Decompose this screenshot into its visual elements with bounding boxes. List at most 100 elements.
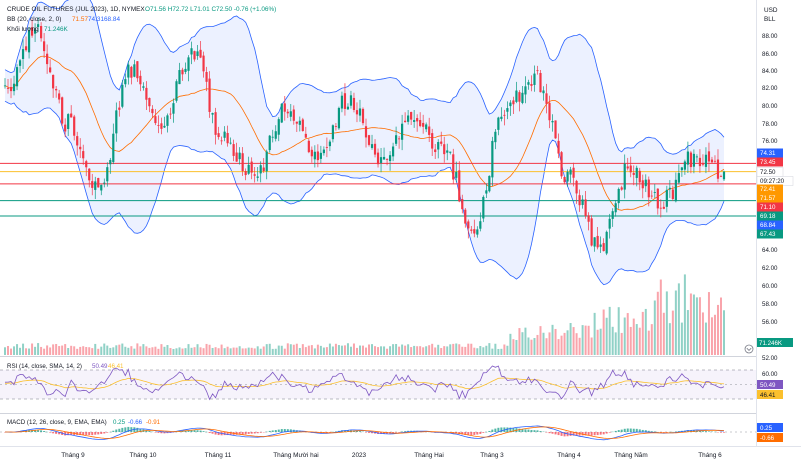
volume-bar: [223, 348, 226, 355]
volume-bar: [374, 346, 377, 355]
price-badge-bg: [757, 184, 783, 194]
macd-hist-bar: [371, 432, 374, 434]
currency-label: USD: [764, 7, 778, 14]
candle-body: [554, 120, 557, 139]
candle-body: [608, 218, 611, 229]
volume-bar: [343, 345, 346, 355]
volume-bar: [106, 345, 109, 355]
candle-body: [205, 71, 208, 82]
candle-body: [85, 161, 88, 168]
macd-hist-bar: [650, 431, 653, 432]
volume-bar: [575, 333, 578, 355]
candle-body: [536, 70, 539, 72]
volume-bar: [316, 344, 319, 355]
volume-bar: [25, 348, 28, 355]
volume-bar: [500, 348, 503, 355]
symbol-title: CRUDE OIL FUTURES (JUL 2023), 1D, NYMEX: [7, 6, 145, 13]
time-axis-label: Tháng Năm: [614, 452, 647, 459]
volume-bar: [707, 292, 710, 355]
candle-body: [494, 131, 497, 143]
candle-body: [331, 125, 335, 140]
candle-body: [15, 67, 19, 87]
macd-hist-bar: [533, 430, 536, 432]
macd-hist-bar: [208, 432, 211, 433]
volume-bar: [608, 306, 611, 355]
macd-hist-bar: [157, 432, 160, 433]
volume-bar: [265, 344, 268, 355]
macd-hist-bar: [461, 432, 464, 435]
macd-hist-bar: [118, 428, 121, 432]
volume-bar: [331, 346, 334, 355]
macd-hist-bar: [512, 427, 515, 432]
candle-body: [644, 179, 647, 187]
volume-badge-bg: [757, 338, 793, 347]
candle-body: [710, 159, 714, 163]
candle-body: [27, 30, 31, 53]
macd-hist-bar: [346, 430, 349, 432]
price-axis[interactable]: 88.00 86.00 84.00 82.00 80.00 78.00 76.00 64.00…: [762, 33, 778, 362]
candle-body: [446, 150, 449, 153]
macd-hist-bar: [334, 431, 337, 432]
candle-body: [265, 151, 268, 172]
volume-bar: [319, 345, 322, 355]
macd-hist-bar: [509, 427, 512, 432]
volume-bar: [88, 347, 91, 355]
volume-bar: [422, 347, 425, 355]
macd-hist-bar: [635, 428, 638, 432]
volume-bar: [304, 347, 307, 355]
macd-hist-bar: [467, 432, 470, 436]
volume-bar: [455, 343, 458, 355]
price-tick-label: 86.00: [762, 51, 778, 58]
volume-bar: [337, 345, 340, 355]
macd-hist-bar: [82, 432, 85, 436]
candle-body: [133, 64, 136, 77]
macd-legend-signal: -0.66: [128, 419, 143, 426]
time-axis-label: Tháng 4: [557, 452, 581, 459]
volume-bar: [485, 345, 488, 355]
unit-label: BLL: [764, 16, 776, 23]
rsi-badge: 50.49: [760, 382, 776, 389]
candle-body: [190, 48, 193, 55]
macd-hist-bar: [145, 430, 148, 432]
bb-legend: BB (20, close, 2, 0): [7, 16, 61, 23]
volume-bar: [346, 343, 349, 355]
candle-body: [250, 161, 253, 173]
macd-hist-bar: [64, 432, 67, 436]
volume-bar: [410, 347, 413, 355]
candle-body: [500, 116, 503, 119]
candle-body: [193, 51, 196, 60]
candle-body: [404, 120, 407, 123]
macd-hist-bar: [470, 432, 473, 436]
volume-bar: [19, 347, 22, 355]
time-axis[interactable]: Tháng 9 Tháng 10 Tháng 11 Tháng Mười hai 202…: [61, 452, 722, 459]
volume-bar: [617, 307, 620, 355]
macd-hist-bar: [701, 431, 704, 432]
macd-hist-bar: [623, 428, 626, 432]
candle-body: [367, 135, 371, 145]
candle-body: [473, 229, 476, 234]
macd-hist-bar: [52, 432, 55, 434]
volume-bar: [226, 346, 229, 355]
candle-body: [100, 184, 103, 191]
candle-body: [36, 24, 40, 27]
volume-bar: [52, 344, 55, 355]
macd-hist-bar: [259, 432, 262, 433]
volume-bar: [307, 345, 310, 355]
candle-body: [590, 218, 593, 246]
price-badge-bg: [757, 193, 783, 203]
macd-hist-bar: [67, 432, 70, 436]
price-tick-label: 88.00: [762, 33, 778, 40]
volume-bar: [704, 322, 707, 355]
volume-bar: [723, 310, 725, 355]
rsi-band: [0, 370, 756, 399]
macd-hist-bar: [632, 428, 635, 432]
collapse-pane-icon[interactable]: [744, 344, 754, 354]
volume-bar: [235, 347, 238, 355]
macd-hist-bar: [581, 432, 584, 436]
candle-body: [130, 66, 133, 78]
candle-body: [184, 68, 187, 72]
volume-bar: [172, 348, 175, 355]
volume-bar: [473, 347, 476, 355]
candle-body: [352, 97, 356, 110]
